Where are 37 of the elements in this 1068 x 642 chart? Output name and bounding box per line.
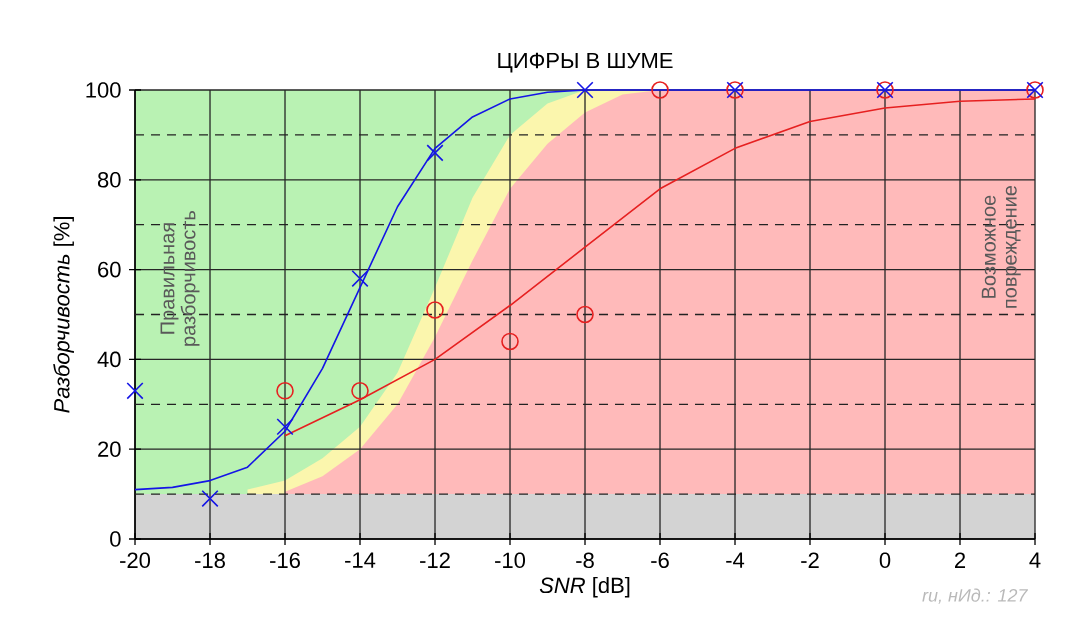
point <box>201 490 219 508</box>
point <box>651 81 669 99</box>
x-tick-label: -2 <box>801 552 819 568</box>
x-tick-label: -18 <box>195 552 225 569</box>
x-tick-label: -20 <box>120 552 151 569</box>
x-tick-label: -4 <box>726 552 745 568</box>
y-axis-title: Разборчивость [%] <box>53 217 74 413</box>
y-tick-label: 20 <box>98 441 121 457</box>
point <box>276 418 294 436</box>
point <box>126 382 144 400</box>
y-tick-label: 80 <box>97 171 121 188</box>
x-tick-label: -14 <box>345 552 376 568</box>
x-tick-label: 4 <box>1029 552 1041 568</box>
x-tick-label: -6 <box>651 552 669 569</box>
x-axis-title: SNR [dB] <box>539 576 630 598</box>
point <box>351 269 369 288</box>
y-tick-label: 40 <box>97 351 121 368</box>
annotation: Правильная разборчивость <box>160 210 200 346</box>
point <box>576 305 594 324</box>
y-tick-label: 0 <box>110 531 121 547</box>
point <box>351 382 369 400</box>
point <box>276 382 294 400</box>
annotation: Возможное повреждение <box>981 185 1021 308</box>
x-tick-label: 2 <box>955 552 966 568</box>
y-tick-label: 60 <box>98 261 121 278</box>
point <box>426 144 444 162</box>
x-tick-label: -10 <box>495 552 526 569</box>
x-tick-label: 0 <box>879 552 891 569</box>
point <box>426 301 444 319</box>
y-tick-label: 100 <box>86 82 121 98</box>
point <box>501 332 519 351</box>
chart-title: ЦИФРЫ В ШУМЕ <box>498 52 673 73</box>
x-tick-label: -12 <box>420 552 450 568</box>
text: ru, нИд.: 127 <box>922 588 1029 604</box>
point <box>576 81 594 99</box>
x-tick-label: -8 <box>576 552 594 569</box>
x-tick-label: -16 <box>270 552 300 569</box>
